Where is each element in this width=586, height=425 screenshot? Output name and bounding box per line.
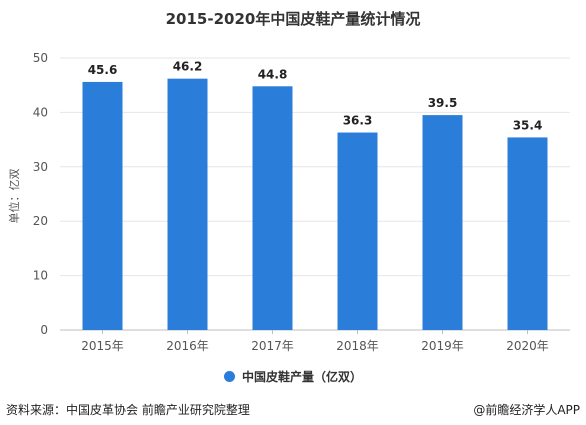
x-tick-label: 2015年 [81,339,124,353]
bar [82,81,123,330]
data-label: 46.2 [173,60,203,74]
y-axis-label: 单位：亿双 [8,168,21,224]
y-tick-label: 40 [33,105,48,119]
x-tick-label: 2018年 [336,339,379,353]
y-tick-label: 20 [33,214,48,228]
data-label: 44.8 [258,67,288,81]
y-tick-label: 0 [40,323,48,337]
data-label: 35.4 [513,118,543,132]
bar [337,132,378,330]
bar [507,137,548,330]
data-label: 45.6 [88,63,118,77]
source-note: 资料来源：中国皮革协会 前瞻产业研究院整理 [6,403,250,417]
legend-swatch [223,371,235,382]
y-tick-label: 10 [33,269,48,283]
x-tick-label: 2020年 [506,339,549,353]
bar [252,86,293,331]
legend: 中国皮鞋产量（亿双） [0,368,586,385]
legend-label: 中国皮鞋产量（亿双） [241,370,362,384]
y-tick-label: 50 [33,51,48,65]
data-label: 36.3 [343,114,373,128]
brand-credit: @前瞻经济学人APP [473,403,580,417]
bar [167,78,208,330]
y-tick-label: 30 [33,160,48,174]
x-tick-label: 2016年 [166,339,209,353]
bar [422,115,463,331]
data-label: 39.5 [428,96,458,110]
x-tick-label: 2019年 [421,339,464,353]
x-tick-label: 2017年 [251,339,294,353]
chart-title: 2015-2020年中国皮鞋产量统计情况 [165,10,421,28]
